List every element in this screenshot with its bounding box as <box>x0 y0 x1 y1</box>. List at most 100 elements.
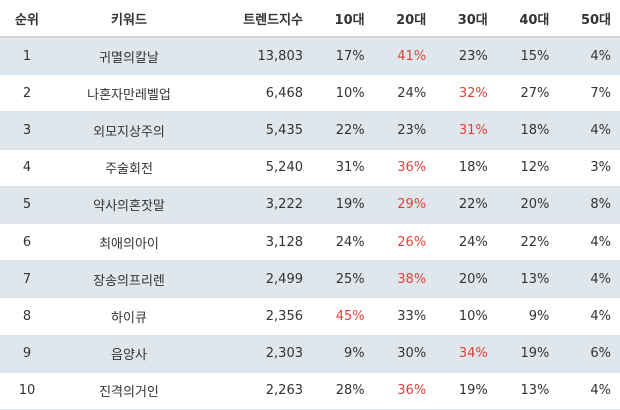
header-age-50s: 50대 <box>558 0 620 38</box>
cell-trend-index: 5,240 <box>204 149 312 187</box>
cell-age-50s: 4% <box>558 297 620 336</box>
cell-age-50s: 4% <box>558 37 620 76</box>
header-rank: 순위 <box>0 0 54 38</box>
cell-keyword: 주술회전 <box>54 149 204 187</box>
cell-age-20s: 26% <box>373 223 436 262</box>
table-row: 2 나혼자만레벨업 6,468 10% 24% 32% 27% 7% <box>0 74 620 113</box>
cell-trend-index: 6,468 <box>204 74 312 113</box>
header-keyword: 키워드 <box>54 0 204 38</box>
cell-trend-index: 2,303 <box>204 335 312 373</box>
cell-trend-index: 13,803 <box>204 37 312 76</box>
cell-age-40s: 9% <box>496 297 559 336</box>
cell-age-50s: 3% <box>558 149 620 187</box>
cell-age-40s: 27% <box>496 74 559 113</box>
cell-age-50s: 7% <box>558 74 620 113</box>
table-row: 5 약사의혼잣말 3,222 19% 29% 22% 20% 8% <box>0 186 620 224</box>
table-header: 순위 키워드 트렌드지수 10대 20대 30대 40대 50대 <box>0 0 620 38</box>
cell-rank: 8 <box>0 297 54 336</box>
cell-rank: 10 <box>0 372 54 410</box>
cell-age-10s: 45% <box>312 297 374 336</box>
header-row: 순위 키워드 트렌드지수 10대 20대 30대 40대 50대 <box>0 0 620 38</box>
cell-age-30s: 34% <box>435 335 497 373</box>
table-row: 10 진격의거인 2,263 28% 36% 19% 13% 4% <box>0 372 620 410</box>
cell-keyword: 최애의아이 <box>54 223 204 262</box>
cell-age-10s: 9% <box>312 335 374 373</box>
cell-rank: 5 <box>0 186 54 224</box>
cell-age-20s: 33% <box>373 297 436 336</box>
cell-rank: 9 <box>0 335 54 373</box>
cell-age-40s: 22% <box>496 223 559 262</box>
cell-age-50s: 4% <box>558 223 620 262</box>
cell-age-30s: 24% <box>435 223 497 262</box>
header-age-20s: 20대 <box>373 0 436 38</box>
cell-age-20s: 30% <box>373 335 436 373</box>
cell-age-20s: 36% <box>373 372 436 410</box>
cell-keyword: 장송의프리렌 <box>54 260 204 299</box>
table-row: 6 최애의아이 3,128 24% 26% 24% 22% 4% <box>0 223 620 262</box>
cell-age-10s: 10% <box>312 74 374 113</box>
cell-age-30s: 18% <box>435 149 497 187</box>
cell-keyword: 음양사 <box>54 335 204 373</box>
cell-keyword: 외모지상주의 <box>54 111 204 150</box>
cell-trend-index: 3,222 <box>204 186 312 224</box>
cell-age-30s: 31% <box>435 111 497 150</box>
cell-trend-index: 2,499 <box>204 260 312 299</box>
cell-age-50s: 6% <box>558 335 620 373</box>
cell-age-10s: 22% <box>312 111 374 150</box>
cell-rank: 1 <box>0 37 54 76</box>
cell-age-20s: 38% <box>373 260 436 299</box>
cell-rank: 6 <box>0 223 54 262</box>
header-age-40s: 40대 <box>496 0 559 38</box>
cell-age-40s: 20% <box>496 186 559 224</box>
cell-trend-index: 2,263 <box>204 372 312 410</box>
table-row: 9 음양사 2,303 9% 30% 34% 19% 6% <box>0 335 620 373</box>
table-row: 7 장송의프리렌 2,499 25% 38% 20% 13% 4% <box>0 260 620 299</box>
table-row: 3 외모지상주의 5,435 22% 23% 31% 18% 4% <box>0 111 620 150</box>
cell-age-10s: 24% <box>312 223 374 262</box>
cell-trend-index: 3,128 <box>204 223 312 262</box>
table-row: 8 하이큐 2,356 45% 33% 10% 9% 4% <box>0 297 620 336</box>
cell-keyword: 약사의혼잣말 <box>54 186 204 224</box>
cell-age-20s: 29% <box>373 186 436 224</box>
cell-age-20s: 41% <box>373 37 436 76</box>
cell-age-10s: 19% <box>312 186 374 224</box>
cell-age-20s: 24% <box>373 74 436 113</box>
cell-age-30s: 22% <box>435 186 497 224</box>
cell-age-40s: 13% <box>496 372 559 410</box>
cell-rank: 3 <box>0 111 54 150</box>
header-age-10s: 10대 <box>312 0 374 38</box>
header-trend-index: 트렌드지수 <box>204 0 312 38</box>
cell-age-30s: 23% <box>435 37 497 76</box>
cell-trend-index: 2,356 <box>204 297 312 336</box>
cell-age-10s: 28% <box>312 372 374 410</box>
cell-age-10s: 25% <box>312 260 374 299</box>
cell-age-50s: 8% <box>558 186 620 224</box>
cell-age-30s: 10% <box>435 297 497 336</box>
cell-keyword: 나혼자만레벨업 <box>54 74 204 113</box>
cell-age-50s: 4% <box>558 372 620 410</box>
cell-age-50s: 4% <box>558 260 620 299</box>
cell-rank: 2 <box>0 74 54 113</box>
cell-age-20s: 36% <box>373 149 436 187</box>
cell-age-40s: 19% <box>496 335 559 373</box>
cell-age-40s: 12% <box>496 149 559 187</box>
cell-keyword: 하이큐 <box>54 297 204 336</box>
cell-age-40s: 18% <box>496 111 559 150</box>
cell-age-50s: 4% <box>558 111 620 150</box>
cell-age-10s: 17% <box>312 37 374 76</box>
cell-age-40s: 13% <box>496 260 559 299</box>
cell-age-30s: 32% <box>435 74 497 113</box>
cell-age-20s: 23% <box>373 111 436 150</box>
cell-rank: 4 <box>0 149 54 187</box>
cell-age-30s: 20% <box>435 260 497 299</box>
cell-keyword: 귀멸의칼날 <box>54 37 204 76</box>
cell-trend-index: 5,435 <box>204 111 312 150</box>
table-body: 1 귀멸의칼날 13,803 17% 41% 23% 15% 4% 2 나혼자만레벨업 6,468 1… <box>0 37 620 410</box>
cell-age-40s: 15% <box>496 37 559 76</box>
table-row: 1 귀멸의칼날 13,803 17% 41% 23% 15% 4% <box>0 37 620 76</box>
cell-age-30s: 19% <box>435 372 497 410</box>
table-row: 4 주술회전 5,240 31% 36% 18% 12% 3% <box>0 149 620 187</box>
header-age-30s: 30대 <box>435 0 497 38</box>
cell-keyword: 진격의거인 <box>54 372 204 410</box>
